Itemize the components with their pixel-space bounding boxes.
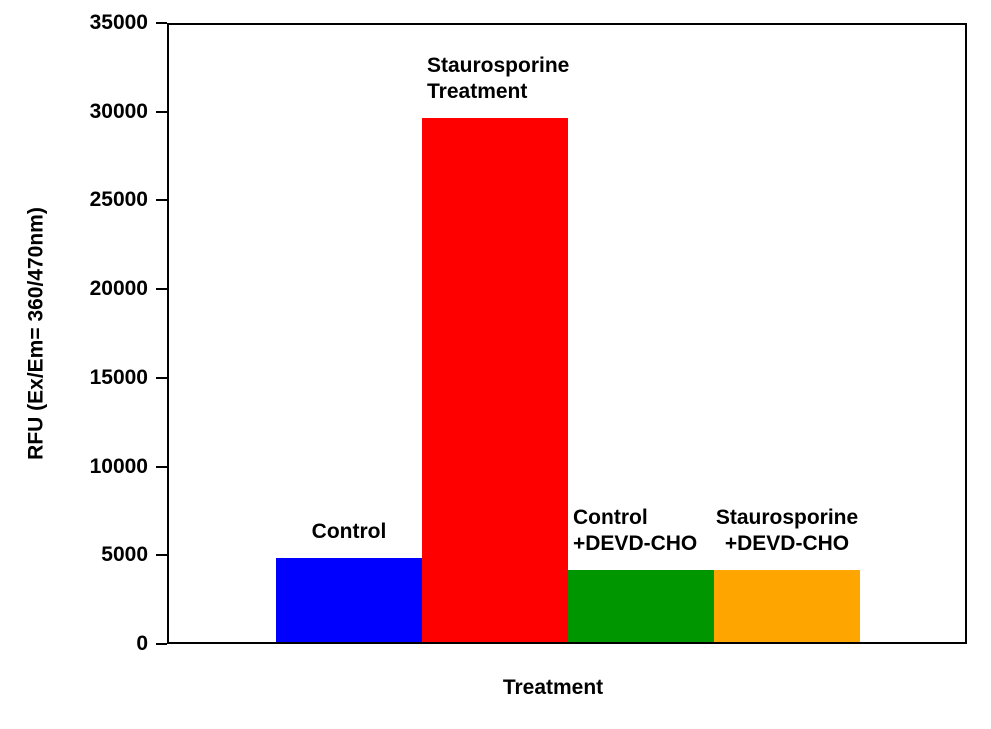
- y-tick-mark: [156, 554, 167, 557]
- x-axis-title: Treatment: [502, 676, 604, 699]
- y-tick-mark: [156, 110, 167, 113]
- y-tick-mark: [156, 288, 167, 291]
- bar-label-line: Staurosporine: [427, 54, 570, 78]
- y-tick-mark: [156, 465, 167, 468]
- y-tick-mark: [156, 22, 167, 24]
- bar-label-control-devd-cho: Control +DEVD-CHO: [573, 505, 697, 557]
- bar-control: [276, 558, 422, 642]
- bar-label-line: Treatment: [427, 80, 528, 104]
- bar-staurosporine-treatment: [422, 118, 568, 642]
- bar-control-devd-cho: [568, 569, 714, 642]
- y-tick-label: 35000: [89, 11, 148, 34]
- bar-label-line: Staurosporine: [715, 505, 859, 529]
- y-tick-label: 30000: [89, 99, 148, 123]
- y-tick-label: 0: [136, 632, 148, 655]
- bar-label-line: +DEVD-CHO: [573, 531, 698, 555]
- y-tick-mark: [156, 643, 167, 645]
- y-tick-mark: [156, 199, 167, 202]
- y-tick-label: 25000: [89, 188, 148, 212]
- bar-label-control: Control: [312, 519, 387, 545]
- bar-label-line: Control: [573, 505, 648, 529]
- y-tick-label: 15000: [89, 365, 148, 389]
- y-tick-label: 20000: [89, 277, 148, 301]
- y-tick-mark: [156, 376, 167, 379]
- bar-label-line: +DEVD-CHO: [724, 531, 850, 555]
- y-tick-label: 5000: [101, 543, 148, 567]
- bar-label-staurosporine-treatment: Staurosporine Treatment: [427, 53, 569, 105]
- y-axis-title: RFU (Ex/Em= 360/470nm): [24, 207, 48, 460]
- bar-label-staurosporine-devd-cho: Staurosporine +DEVD-CHO: [716, 505, 858, 557]
- y-tick-label: 10000: [89, 454, 148, 478]
- bar-staurosporine-devd-cho: [714, 569, 860, 642]
- bar-label-line: Control: [311, 520, 387, 544]
